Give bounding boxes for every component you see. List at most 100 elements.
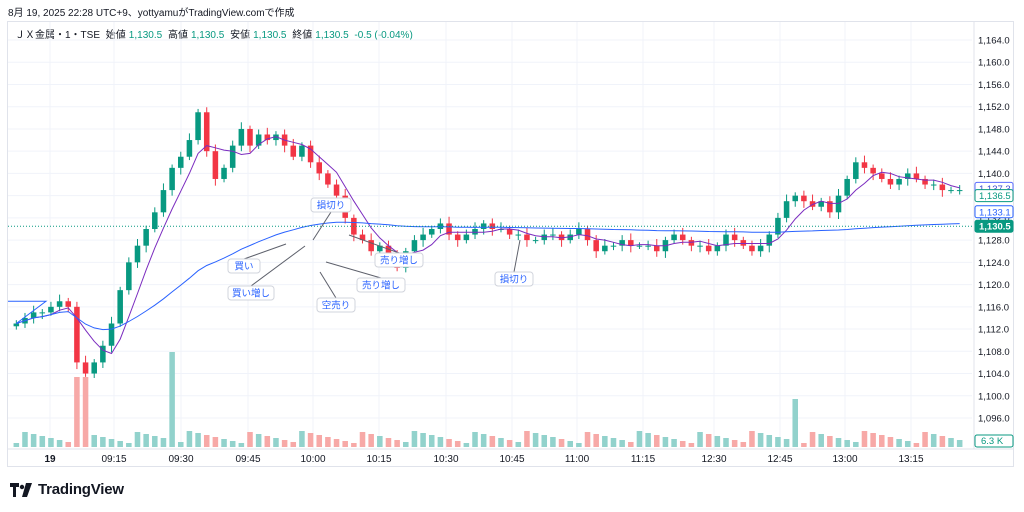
- candle-body[interactable]: [195, 112, 201, 141]
- candle-body[interactable]: [896, 178, 902, 185]
- candle-body[interactable]: [506, 229, 513, 235]
- candle-body[interactable]: [913, 173, 920, 179]
- candle-body[interactable]: [463, 234, 470, 241]
- candle-body[interactable]: [30, 312, 37, 318]
- candle-body[interactable]: [368, 240, 374, 252]
- candle-body[interactable]: [653, 245, 660, 252]
- candle-body[interactable]: [671, 234, 677, 241]
- candle-body[interactable]: [801, 195, 807, 202]
- candle-body[interactable]: [835, 195, 842, 213]
- candle-body[interactable]: [792, 195, 799, 202]
- candle-body[interactable]: [325, 173, 331, 185]
- candle-body[interactable]: [645, 245, 651, 247]
- candle-body[interactable]: [705, 245, 712, 252]
- candle-body[interactable]: [679, 234, 686, 241]
- callout-box[interactable]: [374, 252, 424, 268]
- candle-body[interactable]: [316, 162, 323, 174]
- candle-body[interactable]: [861, 162, 868, 168]
- candle-body[interactable]: [740, 240, 747, 246]
- candle-body[interactable]: [887, 178, 894, 185]
- candle-body[interactable]: [610, 245, 617, 247]
- candle-body[interactable]: [783, 201, 790, 218]
- candle-body[interactable]: [723, 234, 729, 246]
- candle-body[interactable]: [82, 362, 89, 374]
- candle-body[interactable]: [446, 223, 452, 235]
- candle-body[interactable]: [420, 234, 426, 241]
- candle-body[interactable]: [13, 323, 20, 327]
- candle-body[interactable]: [221, 167, 227, 179]
- candle-body[interactable]: [628, 240, 634, 246]
- candle-body[interactable]: [775, 217, 781, 235]
- candle-body[interactable]: [515, 234, 522, 236]
- candle-body[interactable]: [697, 245, 703, 247]
- candle-body[interactable]: [273, 134, 279, 141]
- candle-body[interactable]: [411, 240, 418, 252]
- candle-body[interactable]: [229, 145, 236, 168]
- candle-body[interactable]: [65, 301, 72, 307]
- candle-body[interactable]: [307, 145, 314, 163]
- candle-body[interactable]: [688, 240, 695, 246]
- candle-body[interactable]: [636, 245, 643, 247]
- candle-body[interactable]: [870, 167, 876, 174]
- candle-body[interactable]: [48, 306, 54, 313]
- callout-box[interactable]: [310, 197, 352, 213]
- candle-body[interactable]: [264, 134, 271, 141]
- candle-body[interactable]: [879, 173, 885, 179]
- callout-box[interactable]: [227, 258, 261, 274]
- candle-body[interactable]: [524, 234, 530, 241]
- candle-body[interactable]: [74, 306, 80, 363]
- candle-body[interactable]: [714, 245, 721, 252]
- candle-body[interactable]: [117, 290, 123, 324]
- candle-body[interactable]: [169, 167, 175, 191]
- candle-body[interactable]: [904, 173, 911, 179]
- candle-body[interactable]: [576, 229, 582, 235]
- candle-body[interactable]: [567, 234, 573, 241]
- candle-body[interactable]: [532, 240, 539, 242]
- candle-body[interactable]: [247, 128, 253, 146]
- candle-body[interactable]: [186, 140, 193, 157]
- candle-body[interactable]: [126, 262, 132, 291]
- candle-body[interactable]: [428, 229, 435, 235]
- candle-body[interactable]: [844, 178, 850, 196]
- candle-body[interactable]: [766, 234, 773, 246]
- candle-body[interactable]: [377, 245, 383, 252]
- callout-box[interactable]: [227, 285, 275, 301]
- candle-body[interactable]: [956, 190, 963, 192]
- candle-body[interactable]: [757, 245, 764, 252]
- candle-body[interactable]: [203, 112, 210, 152]
- candle-body[interactable]: [558, 234, 565, 241]
- candle-body[interactable]: [731, 234, 738, 241]
- tradingview-logo[interactable]: TradingView: [10, 481, 124, 498]
- callout-box[interactable]: [494, 271, 534, 287]
- candle-body[interactable]: [212, 151, 219, 179]
- candle-body[interactable]: [454, 234, 461, 241]
- candle-body[interactable]: [922, 178, 928, 185]
- candle-body[interactable]: [853, 162, 859, 179]
- candle-body[interactable]: [749, 245, 755, 252]
- candle-body[interactable]: [480, 223, 487, 229]
- chart-panel[interactable]: [7, 21, 1014, 467]
- candle-body[interactable]: [100, 345, 106, 363]
- candle-body[interactable]: [385, 245, 392, 257]
- candle-body[interactable]: [939, 184, 946, 191]
- callout-box[interactable]: [316, 297, 356, 313]
- candle-body[interactable]: [143, 229, 149, 246]
- candle-body[interactable]: [290, 145, 297, 157]
- candle-body[interactable]: [177, 156, 184, 168]
- callout-box[interactable]: [356, 277, 406, 293]
- candle-body[interactable]: [152, 212, 158, 229]
- candle-body[interactable]: [472, 229, 478, 235]
- candle-body[interactable]: [930, 184, 937, 186]
- candle-body[interactable]: [619, 240, 625, 246]
- candle-body[interactable]: [602, 245, 608, 252]
- candle-body[interactable]: [39, 312, 46, 314]
- symbol-name[interactable]: ＪＸ金属・1・TSE: [15, 30, 101, 41]
- candle-body[interactable]: [255, 134, 262, 146]
- candle-body[interactable]: [489, 223, 496, 229]
- candle-body[interactable]: [160, 190, 167, 213]
- candle-body[interactable]: [91, 362, 97, 374]
- candle-body[interactable]: [333, 184, 340, 196]
- candle-body[interactable]: [299, 145, 305, 157]
- candle-body[interactable]: [108, 323, 115, 346]
